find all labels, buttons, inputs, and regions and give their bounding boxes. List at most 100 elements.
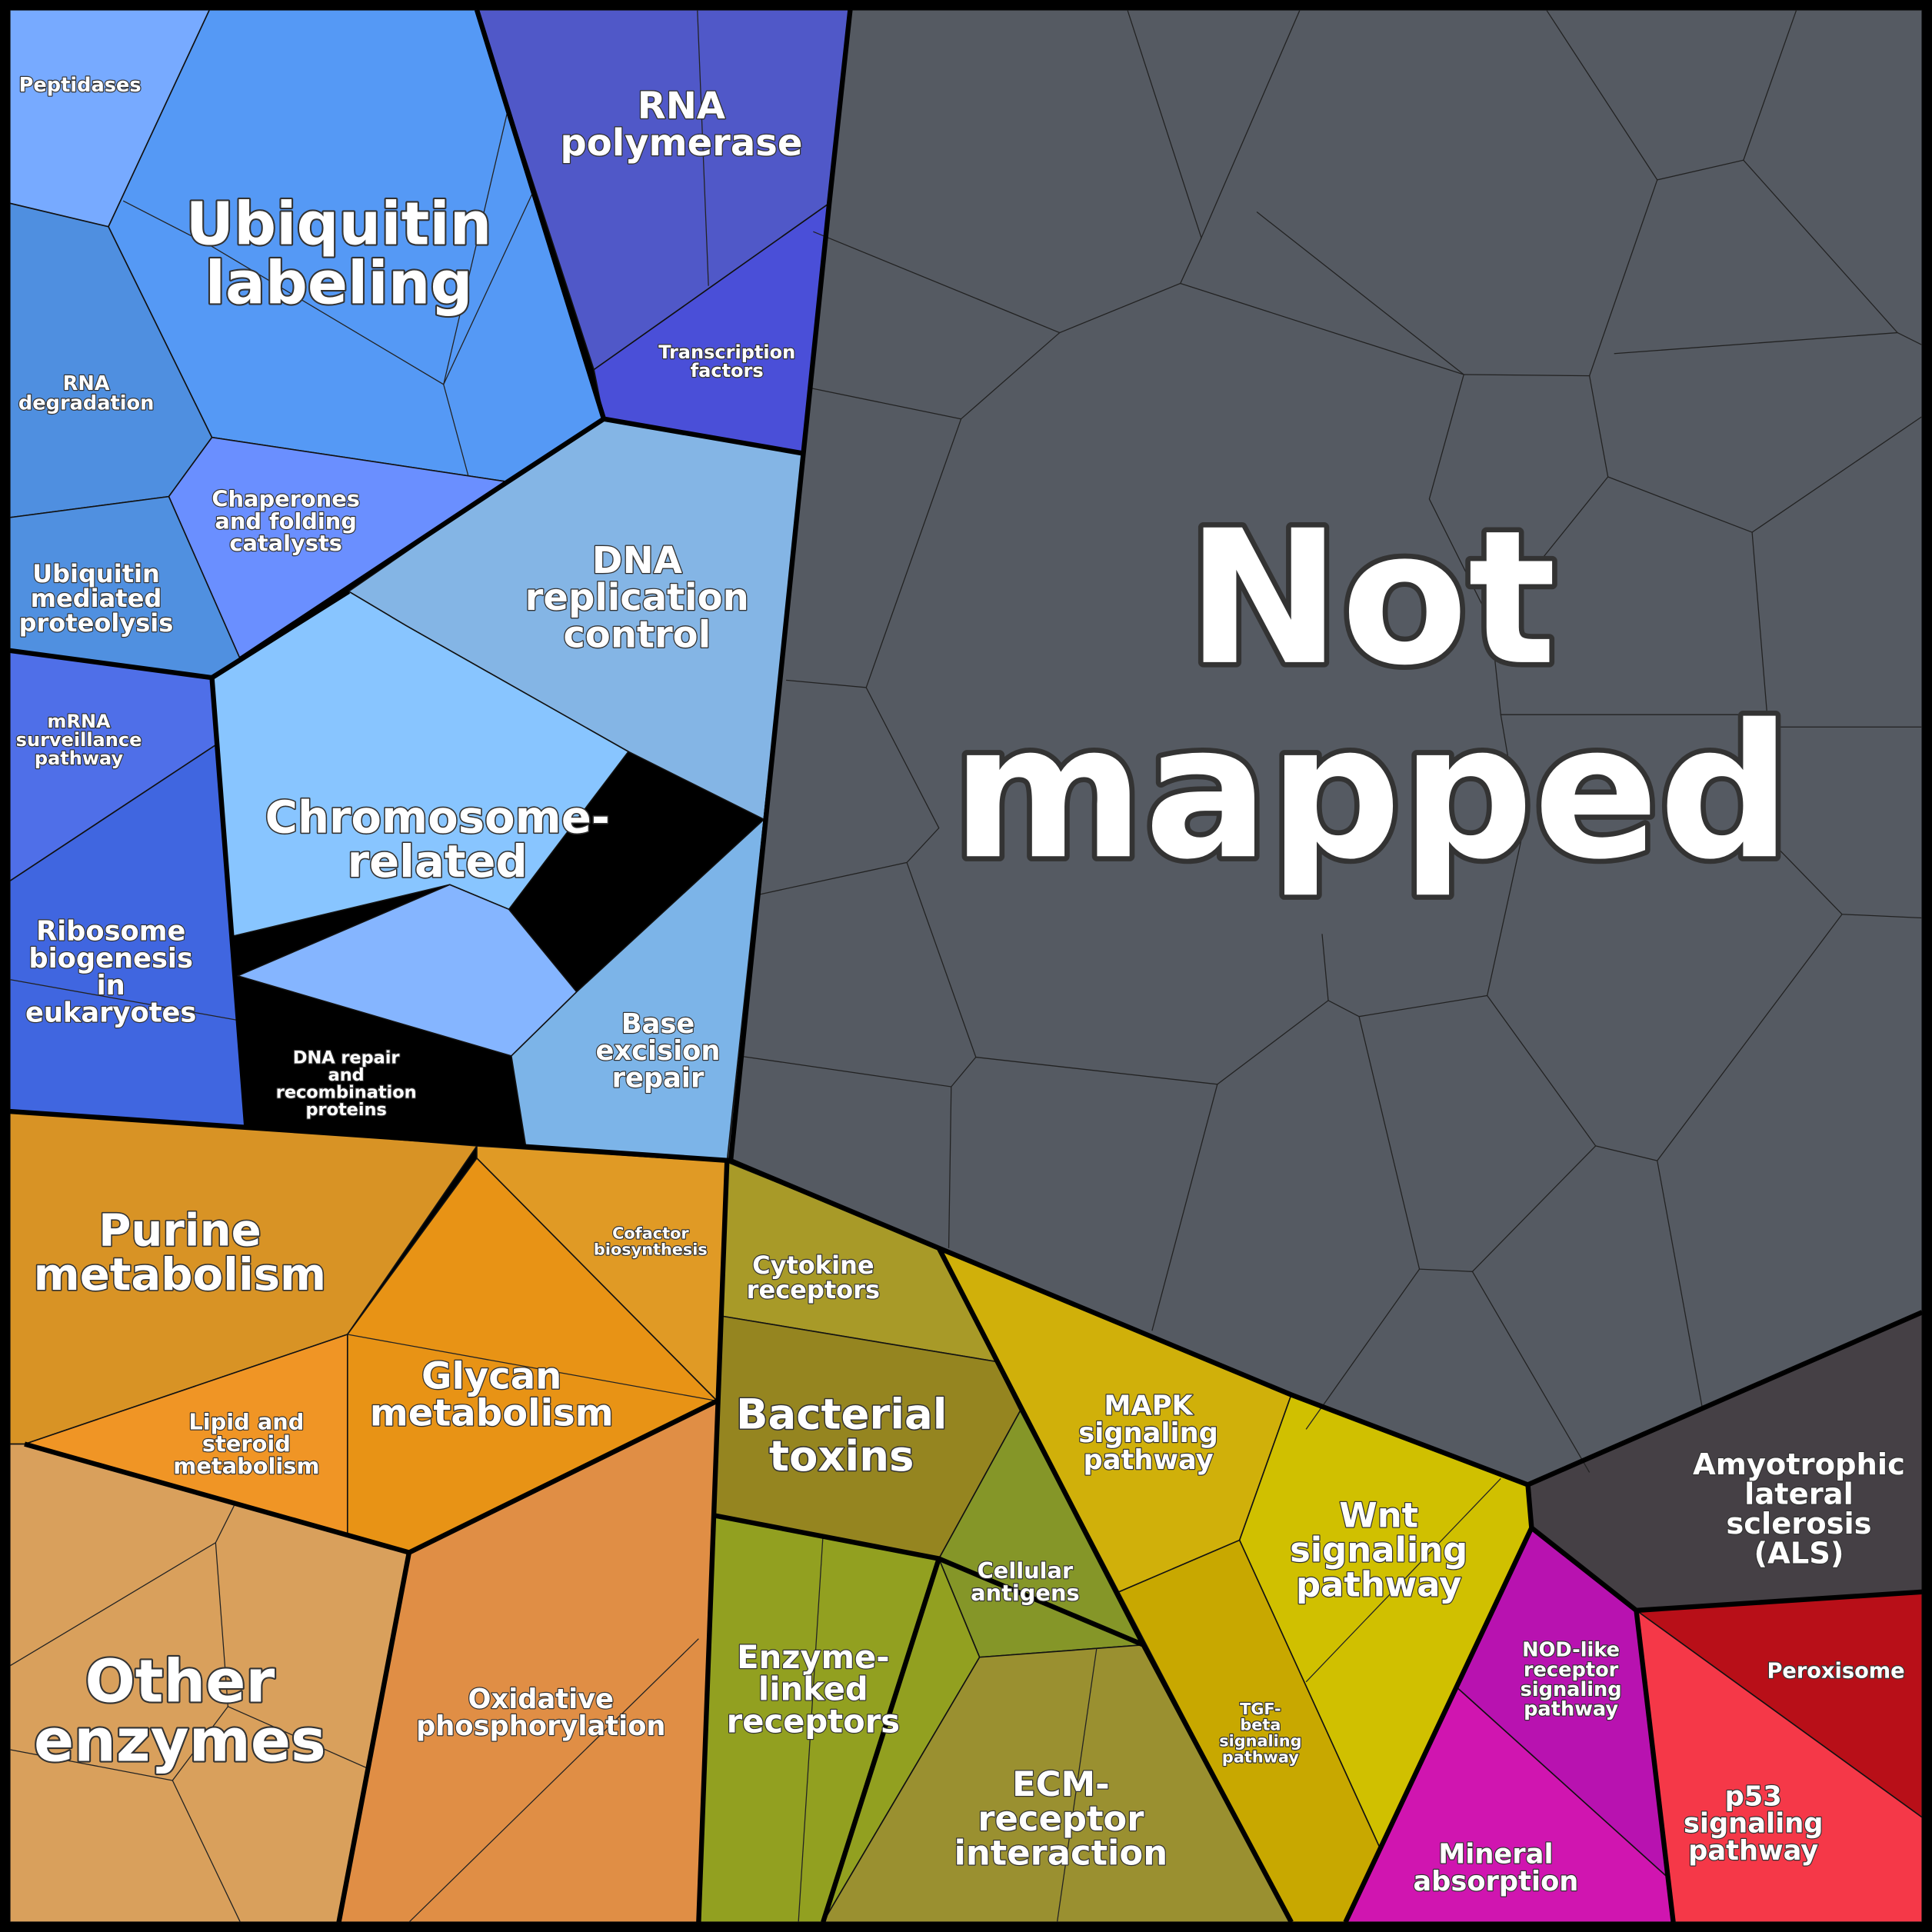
cell-label: and folding [215, 508, 357, 534]
group-border [238, 417, 605, 661]
group-border [936, 1247, 1294, 1924]
group-border [336, 1551, 412, 1923]
cell-label: and [328, 1065, 365, 1085]
cell-label: degradation [18, 391, 155, 415]
cell-label: antigens [971, 1580, 1080, 1606]
cell-label: RNA [63, 372, 110, 395]
group-border [821, 1557, 941, 1924]
cell-label: signaling [1290, 1530, 1467, 1571]
cell-label: Cofactor [612, 1224, 689, 1242]
cell-label: p53 [1725, 1780, 1782, 1812]
sub-border [1471, 1271, 1591, 1473]
sub-border [975, 934, 1329, 1085]
cell-label: polymerase [560, 122, 802, 165]
cell-label: steroid [202, 1431, 291, 1457]
sub-border [786, 332, 1061, 688]
inner-lines [9, 9, 1501, 1923]
cell-label: receptor [1524, 1658, 1619, 1681]
group-border [728, 9, 853, 1161]
cell-label: Base [621, 1008, 695, 1040]
group-border [729, 1158, 1924, 1487]
cell-label: recombination [276, 1083, 417, 1103]
cell-label: eukaryotes [25, 997, 196, 1028]
cell-label: toxins [769, 1431, 914, 1481]
sub-border [122, 111, 508, 385]
cell-label: ECM- [1012, 1764, 1110, 1804]
cell-label: NOD-like [1522, 1639, 1620, 1662]
cell-label: signaling [1219, 1731, 1301, 1750]
cell-label: Ubiquitin [32, 559, 160, 588]
sub-border [697, 9, 709, 286]
cell-label: metabolism [370, 1392, 614, 1435]
cell-label: signaling [1078, 1417, 1218, 1449]
cell-label: proteolysis [19, 608, 174, 638]
sub-border [443, 191, 535, 385]
cell-label: enzymes [34, 1707, 326, 1775]
cell-label: interaction [954, 1833, 1168, 1874]
cell-label: catalysts [229, 530, 342, 556]
cell-label: receptor [978, 1798, 1144, 1839]
cell-label: pathway [1222, 1747, 1299, 1766]
cell-label: repair [612, 1062, 705, 1094]
cell-label: (ALS) [1754, 1536, 1844, 1571]
sub-border [1151, 1084, 1218, 1331]
cell-label: Bacterial [736, 1389, 947, 1438]
cell-label: Chaperones [212, 485, 360, 511]
cell-label: Enzyme- [737, 1638, 889, 1676]
cell-label: signaling [1521, 1678, 1622, 1701]
cell-label: pathway [1688, 1835, 1818, 1867]
cell-label: mapped [951, 685, 1791, 900]
cell-label: Not [1187, 491, 1557, 706]
cell-label: Transcription [658, 341, 795, 363]
cell [235, 884, 578, 1057]
cell-label: sclerosis [1726, 1507, 1871, 1541]
cell [211, 591, 630, 938]
cell-label: lateral [1744, 1477, 1854, 1511]
cell-label: mRNA [47, 711, 111, 732]
cells [9, 9, 1923, 1923]
cell-label: Lipid and [188, 1408, 304, 1434]
sub-border [1897, 331, 1923, 346]
cell-label: metabolism [34, 1248, 326, 1301]
cell-label: in [97, 970, 125, 1001]
group-border [1634, 1610, 1676, 1923]
cell-label: factors [691, 360, 764, 381]
cell-label: signaling [1684, 1808, 1824, 1840]
cell-label: pathway [1524, 1698, 1618, 1721]
cell-label: TGF- [1240, 1700, 1281, 1718]
cell-label: replication [525, 576, 749, 619]
cell-label: control [563, 613, 711, 656]
cell-label: linked [758, 1671, 868, 1708]
cell-label: Chromosome- [265, 791, 610, 844]
cell-label: Peroxisome [1767, 1659, 1904, 1683]
cell-label: Ribosome [36, 916, 185, 948]
cell-label: labeling [205, 249, 473, 318]
cell-label: absorption [1413, 1866, 1578, 1897]
cell-label: Cellular [978, 1557, 1074, 1584]
sub-border [1305, 1478, 1501, 1683]
cell-label: DNA [592, 539, 682, 582]
not-mapped-lines [739, 9, 1923, 1473]
cell-label: surveillance [16, 729, 142, 751]
cell-label: Other [85, 1648, 275, 1717]
sub-border [1607, 415, 1923, 533]
sub-border [1487, 715, 1523, 996]
cell-label: Wnt [1339, 1495, 1418, 1536]
cell-label: receptors [727, 1702, 900, 1740]
labels: Peptidases Ubiquitin labeling RNAdegradatio… [15, 73, 1906, 1898]
sub-border [739, 862, 977, 1088]
cell-label: beta [1240, 1716, 1281, 1734]
cell-label: Amyotrophic [1693, 1447, 1905, 1482]
sub-border [9, 978, 238, 1021]
sub-border [948, 1086, 952, 1248]
cell-label: Peptidases [19, 74, 142, 97]
cell-label: pathway [35, 748, 124, 769]
cell-label: mediated [31, 584, 162, 613]
group-border [474, 8, 804, 456]
cell-label: pathway [1084, 1444, 1214, 1476]
cell-label: pathway [1296, 1564, 1461, 1604]
cell-label: Cytokine [752, 1251, 874, 1280]
cell-label: metabolism [173, 1453, 319, 1479]
sub-border [347, 1334, 718, 1402]
